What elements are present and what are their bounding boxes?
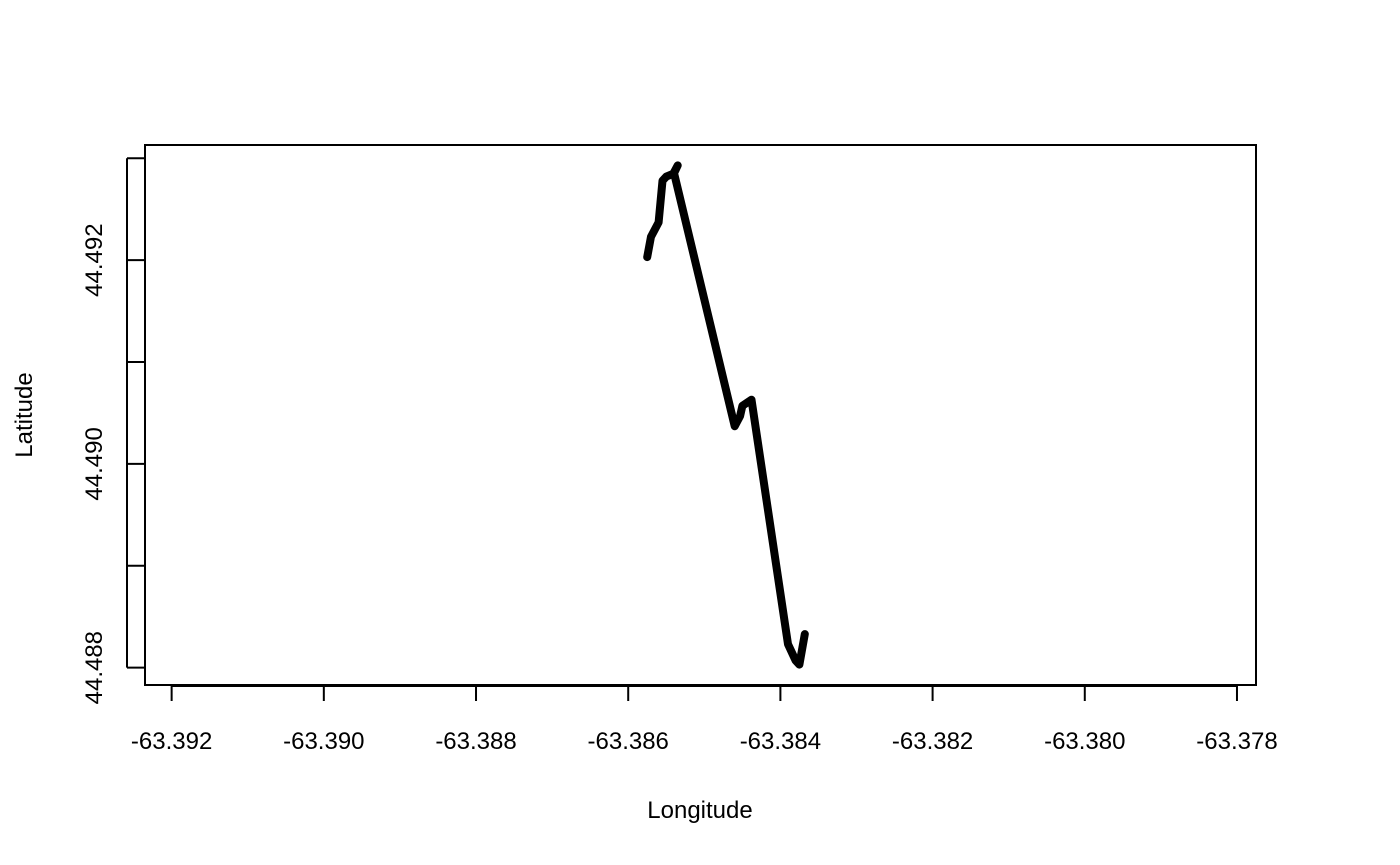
x-tick-label: -63.382 [892,728,973,755]
x-tick-label: -63.378 [1196,728,1277,755]
y-tick-label: 44.488 [81,631,108,704]
series-line [643,161,809,669]
x-tick-label: -63.380 [1044,728,1125,755]
x-tick-label: -63.388 [435,728,516,755]
plot-frame [144,144,1257,686]
series-layer [643,161,809,669]
x-axis: -63.392 -63.390 -63.388 -63.386 -63.384 -63.3… [131,685,1278,755]
y-axis-label: Latitude [11,372,38,457]
x-tick-label: -63.384 [740,728,821,755]
x-axis-label: Longitude [647,797,752,824]
y-tick-label: 44.490 [81,427,108,500]
x-tick-label: -63.390 [283,728,364,755]
x-tick-label: -63.392 [131,728,212,755]
x-tick-label: -63.386 [588,728,669,755]
y-axis: 44.488 44.490 44.492 [81,157,145,704]
y-tick-label: 44.492 [81,223,108,296]
